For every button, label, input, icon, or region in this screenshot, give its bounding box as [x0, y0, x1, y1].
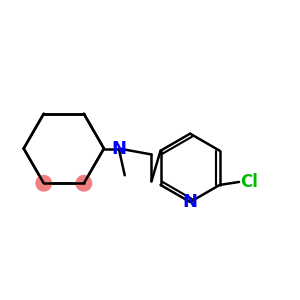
Circle shape [76, 176, 92, 191]
Text: N: N [111, 140, 126, 158]
Circle shape [36, 176, 52, 191]
Text: Cl: Cl [241, 173, 258, 191]
Text: N: N [183, 193, 198, 211]
